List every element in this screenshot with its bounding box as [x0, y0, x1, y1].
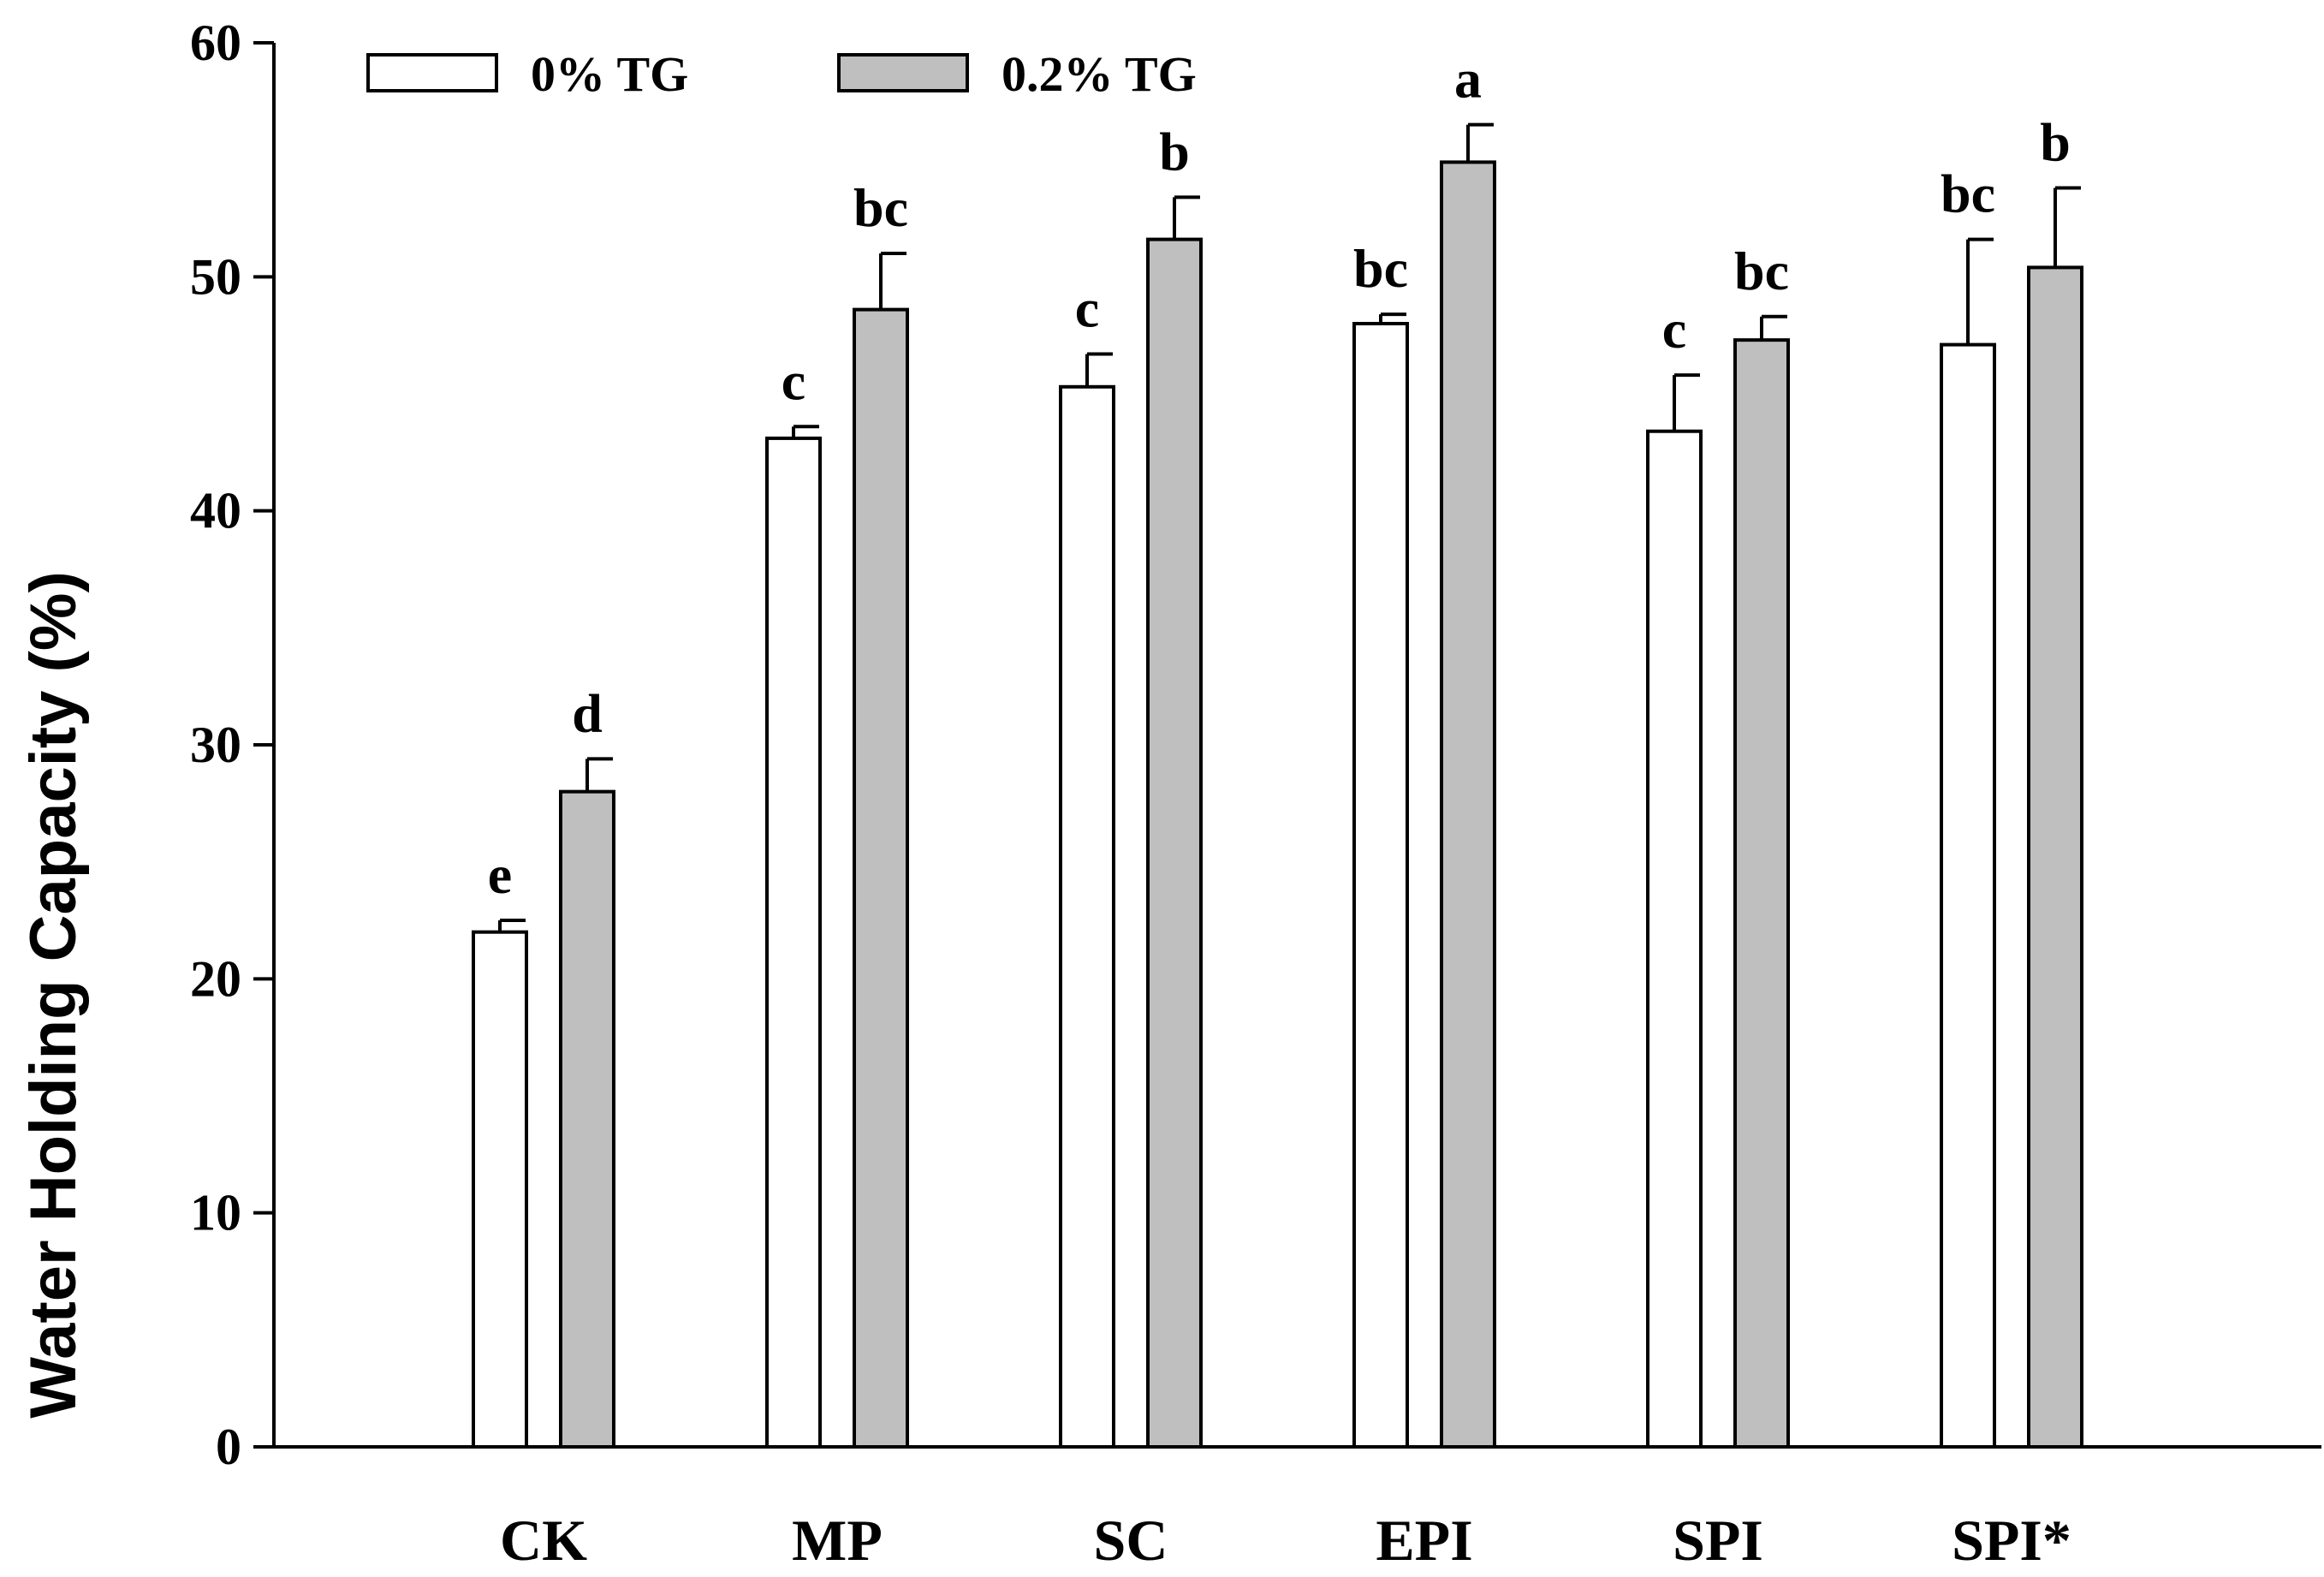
data-label: bc [1941, 164, 1995, 224]
bar [1146, 237, 1203, 1449]
y-tick-label: 40 [190, 483, 241, 539]
x-tick-label: MP [792, 1508, 883, 1573]
bar [853, 307, 909, 1449]
data-label: e [488, 844, 512, 905]
data-label: bc [1353, 238, 1408, 299]
x-tick-label: SPI [1673, 1508, 1763, 1573]
y-tick-label: 20 [190, 950, 241, 1007]
bar [1940, 342, 1996, 1449]
bar [472, 930, 528, 1449]
legend-swatch [837, 53, 969, 92]
bar [559, 789, 615, 1449]
y-tick-label: 60 [190, 15, 241, 71]
data-label: bc [853, 177, 908, 238]
bar [2027, 265, 2083, 1449]
legend-swatch [366, 53, 498, 92]
bar [765, 436, 822, 1449]
x-tick-label: EPI [1376, 1508, 1472, 1573]
data-label: a [1454, 49, 1482, 110]
data-label: b [1159, 121, 1190, 182]
bar [1646, 429, 1703, 1449]
data-label: bc [1734, 241, 1789, 301]
bar [1059, 384, 1115, 1449]
data-label: c [782, 350, 805, 411]
bar [1352, 322, 1409, 1449]
bar [1440, 160, 1496, 1449]
y-tick-label: 50 [190, 248, 241, 305]
x-tick-label: SC [1094, 1508, 1168, 1573]
data-label: d [572, 682, 603, 743]
y-tick-label: 10 [190, 1185, 241, 1241]
legend-entry: 0% TG [531, 46, 688, 102]
y-axis-ticks: 0 10 20 30 40 50 60 [190, 15, 274, 1475]
data-label: c [1075, 278, 1099, 339]
data-label: c [1662, 299, 1686, 360]
data-label: b [2040, 111, 2071, 172]
legend: 0% TG 0.2% TG [366, 46, 1197, 102]
y-axis-label: Water Holding Capacity (%) [17, 571, 90, 1418]
legend-entry: 0.2% TG [1002, 46, 1197, 102]
axes [272, 43, 2321, 1449]
bar [1733, 338, 1790, 1449]
x-axis-tick-labels: CK MP SC EPI SPI SPI* [500, 1508, 2071, 1573]
y-tick-label: 0 [216, 1419, 241, 1475]
y-tick-label: 30 [190, 717, 241, 773]
x-tick-label: CK [500, 1508, 587, 1573]
x-tick-label: SPI* [1952, 1508, 2071, 1573]
